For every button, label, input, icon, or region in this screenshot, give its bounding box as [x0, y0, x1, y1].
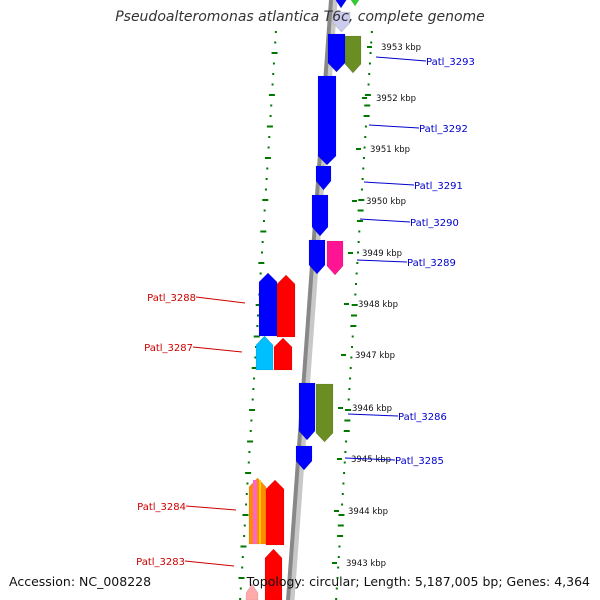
map-title: Pseudoalteromonas atlantica T6c, complet…	[115, 9, 485, 25]
gene-label-forward[interactable]: Patl_3292	[419, 124, 468, 135]
label-leader	[368, 124, 420, 129]
cds-feature	[326, 240, 344, 276]
tick-label: 3950 kbp	[366, 197, 406, 207]
tick-label: 3951 kbp	[370, 145, 410, 155]
tick-label: 3944 kbp	[348, 507, 388, 517]
cds-feature	[308, 239, 326, 275]
cds-feature	[350, 0, 360, 7]
cds-feature	[298, 382, 316, 441]
topology-text: Topology: circular; Length: 5,187,005 bp…	[246, 574, 590, 589]
gene-label-reverse[interactable]: Patl_3287	[144, 343, 193, 354]
label-leader	[344, 457, 396, 461]
gene-label-reverse[interactable]: Patl_3288	[147, 293, 196, 304]
label-leader	[185, 505, 237, 511]
gene-label-forward[interactable]: Patl_3293	[426, 57, 475, 68]
cds-feature	[255, 335, 274, 371]
tick-label: 3948 kbp	[358, 300, 398, 310]
tick-label: 3953 kbp	[381, 43, 421, 53]
label-leader	[375, 56, 427, 62]
cds-feature	[317, 75, 337, 166]
cds-feature	[245, 583, 259, 600]
tick-label: 3946 kbp	[352, 404, 392, 414]
gc-skew-dots-inner	[335, 31, 373, 600]
cds-feature	[315, 165, 332, 191]
gene-label-forward[interactable]: Patl_3289	[407, 258, 456, 269]
tick-label: 3947 kbp	[355, 351, 395, 361]
cds-feature	[258, 272, 278, 337]
tick-label: 3952 kbp	[376, 94, 416, 104]
cds-feature	[344, 35, 362, 74]
cds-feature	[264, 548, 283, 600]
gene-label-reverse[interactable]: Patl_3283	[136, 557, 185, 568]
gene-label-forward[interactable]: Patl_3286	[398, 412, 447, 423]
label-leader	[195, 296, 246, 304]
cds-feature	[332, 11, 351, 33]
gene-label-reverse[interactable]: Patl_3284	[137, 502, 186, 513]
cds-feature	[273, 337, 293, 371]
label-leader	[347, 413, 399, 417]
cds-stripe	[259, 480, 261, 544]
cds-feature	[311, 194, 329, 237]
label-leader	[363, 181, 415, 186]
gene-label-forward[interactable]: Patl_3285	[395, 456, 444, 467]
label-leader	[356, 259, 408, 263]
cds-feature	[265, 479, 285, 546]
gene-label-forward[interactable]: Patl_3290	[410, 218, 459, 229]
cds-stripe	[253, 480, 257, 544]
cds-feature	[315, 383, 334, 443]
gene-labels: Patl_3293 Patl_3292 Patl_3291 Patl_3290 Patl…	[136, 56, 475, 568]
gene-label-forward[interactable]: Patl_3291	[414, 181, 463, 192]
cds-feature	[276, 274, 296, 338]
tick-label: 3945 kbp	[351, 455, 391, 465]
tick-label: 3943 kbp	[346, 559, 386, 569]
accession-text: Accession: NC_008228	[9, 574, 152, 589]
cds-feature	[335, 0, 347, 9]
cds-feature	[248, 477, 267, 545]
scale-ticks: 3953 kbp 3952 kbp 3951 kbp 3950 kbp 3949 kbp…	[332, 43, 421, 569]
cds-feature	[327, 33, 346, 73]
gene-features	[245, 0, 362, 600]
label-leader	[184, 560, 235, 567]
label-leader	[359, 218, 411, 223]
tick-label: 3949 kbp	[362, 249, 402, 259]
label-leader	[192, 346, 243, 353]
cds-feature	[295, 445, 313, 471]
